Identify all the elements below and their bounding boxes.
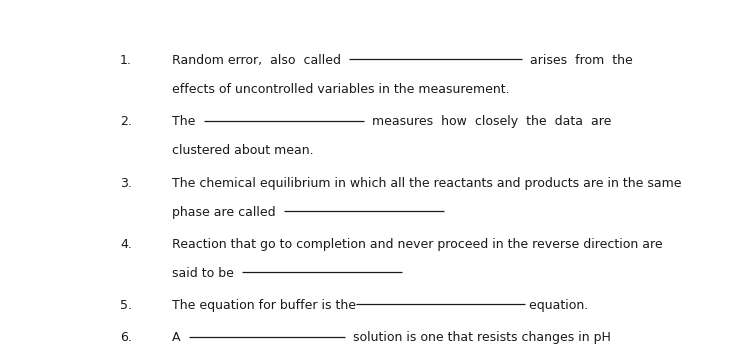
Text: The equation for buffer is the: The equation for buffer is the xyxy=(172,299,356,312)
Text: 6.: 6. xyxy=(120,331,132,344)
Text: effects of uncontrolled variables in the measurement.: effects of uncontrolled variables in the… xyxy=(172,83,510,96)
Text: measures  how  closely  the  data  are: measures how closely the data are xyxy=(364,115,611,128)
Text: said to be: said to be xyxy=(172,267,242,280)
Text: phase are called: phase are called xyxy=(172,206,284,218)
Text: arises  from  the: arises from the xyxy=(522,54,633,67)
Text: 5.: 5. xyxy=(120,299,132,312)
Text: 3.: 3. xyxy=(120,177,132,190)
Text: The chemical equilibrium in which all the reactants and products are in the same: The chemical equilibrium in which all th… xyxy=(172,177,682,190)
Text: clustered about mean.: clustered about mean. xyxy=(172,144,314,157)
Text: 4.: 4. xyxy=(120,238,132,251)
Text: solution is one that resists changes in pH: solution is one that resists changes in … xyxy=(345,331,610,344)
Text: equation.: equation. xyxy=(525,299,588,312)
Text: A: A xyxy=(172,331,189,344)
Text: Reaction that go to completion and never proceed in the reverse direction are: Reaction that go to completion and never… xyxy=(172,238,663,251)
Text: The: The xyxy=(172,115,203,128)
Text: Random error,  also  called: Random error, also called xyxy=(172,54,350,67)
Text: 2.: 2. xyxy=(120,115,132,128)
Text: 1.: 1. xyxy=(120,54,132,67)
